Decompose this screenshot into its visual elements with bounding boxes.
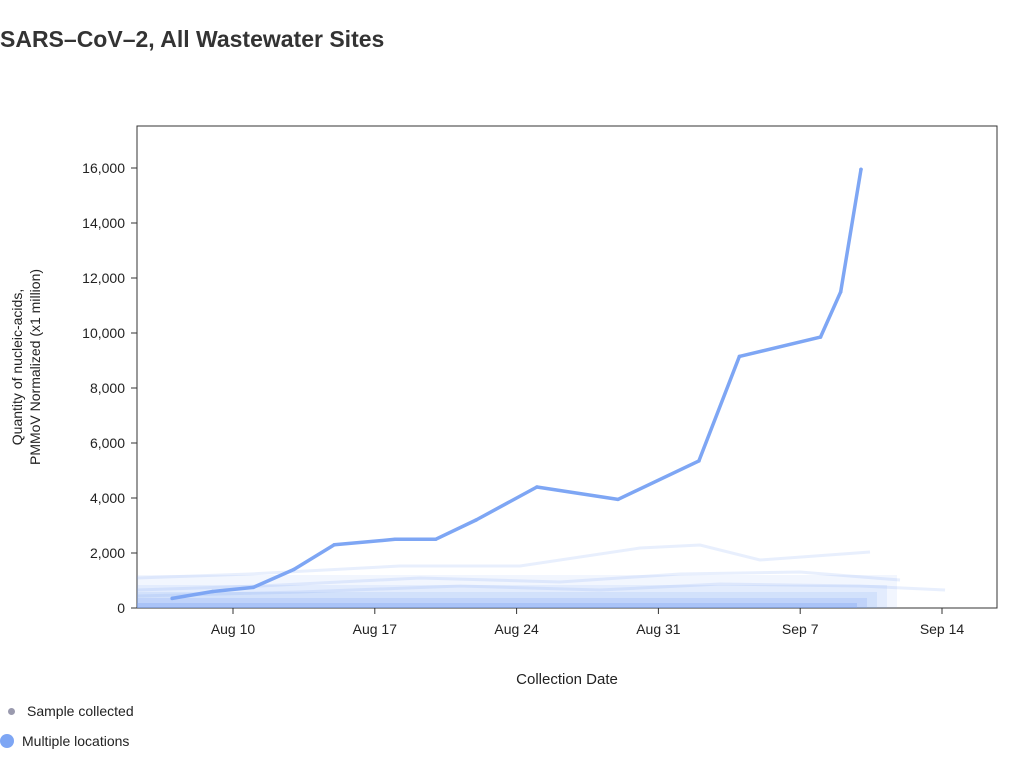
background-site-line — [137, 582, 946, 598]
legend-sample-label: Sample collected — [27, 703, 134, 719]
series-point[interactable] — [535, 485, 539, 489]
y-tick-label: 0 — [117, 600, 125, 616]
series-point[interactable] — [737, 354, 742, 359]
y-tick-label: 6,000 — [90, 435, 125, 451]
series-point[interactable] — [433, 537, 438, 542]
x-tick-label: Sep 14 — [920, 621, 965, 637]
background-band — [137, 598, 867, 608]
series-point[interactable] — [697, 459, 701, 463]
x-tick-label: Aug 31 — [636, 621, 681, 637]
background-band — [137, 603, 857, 608]
series-point[interactable] — [251, 585, 256, 590]
series-point[interactable] — [170, 596, 175, 601]
x-tick-label: Sep 7 — [782, 621, 819, 637]
x-tick-label: Aug 24 — [494, 621, 539, 637]
series-point[interactable] — [332, 542, 337, 547]
y-axis: 0 2,000 4,000 6,000 8,000 10,000 12,000 14,000 1… — [82, 160, 137, 616]
series-point[interactable] — [616, 497, 620, 502]
background-band — [137, 585, 887, 608]
series-point[interactable] — [393, 537, 397, 542]
background-site-line — [137, 543, 871, 580]
y-axis-label-line2: PMMoV Normalized (x1 million) — [27, 269, 43, 465]
x-axis: Aug 10 Aug 17 Aug 24 Aug 31 Sep 7 Sep 14 — [211, 608, 965, 637]
series-point[interactable] — [818, 335, 823, 339]
sample-dot-icon — [8, 707, 15, 715]
series-point[interactable] — [838, 289, 843, 294]
legend-sample-collected: Sample collected — [0, 703, 134, 719]
x-tick-label: Aug 17 — [353, 621, 398, 637]
y-axis-label-line1: Quantity of nucleic-acids, — [9, 289, 25, 445]
legend-multiple-label: Multiple locations — [22, 733, 130, 749]
y-tick-label: 8,000 — [90, 380, 125, 396]
series-layer — [170, 167, 863, 601]
multiple-locations-dot-icon — [0, 734, 14, 748]
y-tick-label: 4,000 — [90, 490, 125, 506]
y-tick-label: 12,000 — [82, 270, 125, 286]
y-tick-label: 14,000 — [82, 215, 125, 231]
background-band — [137, 592, 877, 608]
y-tick-label: 2,000 — [90, 545, 125, 561]
y-tick-label: 16,000 — [82, 160, 125, 176]
series-point[interactable] — [291, 567, 296, 572]
plot-area — [136, 125, 998, 609]
legend-multiple-locations: Multiple locations — [0, 733, 129, 749]
background-band — [137, 575, 897, 608]
chart-title: SARS–CoV–2, All Wastewater Sites — [0, 26, 385, 52]
series-point[interactable] — [859, 167, 863, 172]
x-tick-label: Aug 10 — [211, 621, 256, 637]
x-axis-label: Collection Date — [516, 671, 618, 688]
y-tick-label: 10,000 — [82, 325, 125, 341]
series-point[interactable] — [474, 518, 478, 522]
series-point[interactable] — [210, 589, 215, 594]
